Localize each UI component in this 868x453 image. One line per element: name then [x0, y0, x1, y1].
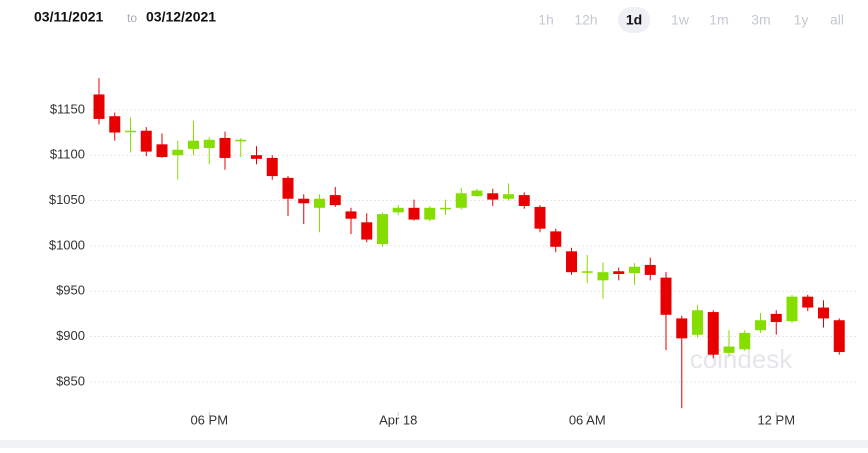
candle-body — [219, 137, 231, 158]
candle-body — [329, 195, 341, 206]
candle-body — [550, 231, 562, 247]
x-tick-label: 06 AM — [569, 412, 606, 427]
range-selected-bg — [618, 7, 650, 33]
candle-body — [786, 296, 798, 322]
x-tick-label: Apr 18 — [379, 412, 417, 427]
y-tick-label: $1150 — [50, 101, 85, 116]
range-button[interactable]: 1h — [538, 12, 554, 28]
date-from: 03/11/2021 — [34, 9, 104, 25]
candle-body — [235, 139, 247, 142]
candle-body — [408, 207, 420, 220]
candle-body — [739, 332, 751, 350]
candle-body — [487, 193, 499, 200]
candle-body — [660, 277, 672, 315]
range-button[interactable]: 1d — [626, 12, 642, 28]
candle-body — [613, 271, 625, 274]
plot-area: $850$900$950$1000$1050$1100$1150coindesk… — [49, 78, 858, 427]
range-button[interactable]: all — [830, 12, 844, 28]
candle-body — [93, 94, 105, 119]
candle-body — [125, 130, 136, 133]
x-tick-label: 12 PM — [757, 412, 795, 427]
x-tick-label: 06 PM — [190, 412, 228, 427]
y-tick-label: $950 — [56, 283, 85, 298]
range-button[interactable]: 1y — [794, 12, 809, 28]
candle-body — [361, 222, 373, 240]
candle-body — [440, 207, 451, 210]
candle-body — [755, 320, 766, 331]
candle-body — [770, 313, 782, 323]
candle-body — [833, 320, 845, 352]
y-tick-label: $1050 — [49, 192, 85, 207]
footer-band — [0, 440, 868, 448]
candle-body — [156, 144, 168, 158]
candle-body — [266, 157, 278, 177]
candle-body — [172, 149, 184, 156]
range-button[interactable]: 12h — [574, 12, 597, 28]
candle-body — [109, 116, 121, 133]
candle-body — [534, 206, 546, 229]
candle-body — [188, 140, 199, 149]
candle-body — [692, 310, 703, 335]
candle-body — [471, 190, 483, 197]
candle-body — [455, 193, 467, 208]
candle-body — [392, 207, 404, 213]
y-tick-label: $900 — [56, 328, 85, 343]
candle-body — [676, 318, 688, 339]
range-selector: 1h 12h 1d 1w 1m 3m 1y all — [538, 7, 844, 33]
candle-body — [597, 272, 609, 281]
candle-body — [314, 198, 325, 208]
candle-body — [251, 155, 262, 159]
candle-body — [424, 207, 436, 220]
date-separator: to — [127, 11, 137, 25]
candle-body — [581, 271, 593, 273]
candle-body — [818, 307, 829, 319]
candle-body — [566, 251, 577, 273]
candle-body — [203, 139, 215, 148]
candle-body — [282, 177, 294, 199]
date-to: 03/12/2021 — [146, 9, 216, 25]
y-tick-label: $1100 — [50, 147, 85, 162]
candle-body — [707, 312, 719, 355]
candle-body — [629, 266, 640, 274]
candle-body — [377, 214, 388, 245]
range-button[interactable]: 1m — [709, 12, 728, 28]
candle-body — [802, 296, 814, 308]
y-tick-label: $1000 — [49, 237, 85, 252]
y-tick-label: $850 — [56, 373, 85, 388]
candle-body — [298, 198, 310, 204]
candle-body — [345, 211, 357, 219]
range-button[interactable]: 3m — [751, 12, 770, 28]
candle-body — [518, 195, 530, 206]
candle-body — [140, 130, 152, 152]
candle-body — [723, 346, 735, 353]
candle-body — [644, 264, 656, 275]
candle-body — [503, 194, 514, 199]
range-button[interactable]: 1w — [671, 12, 690, 28]
